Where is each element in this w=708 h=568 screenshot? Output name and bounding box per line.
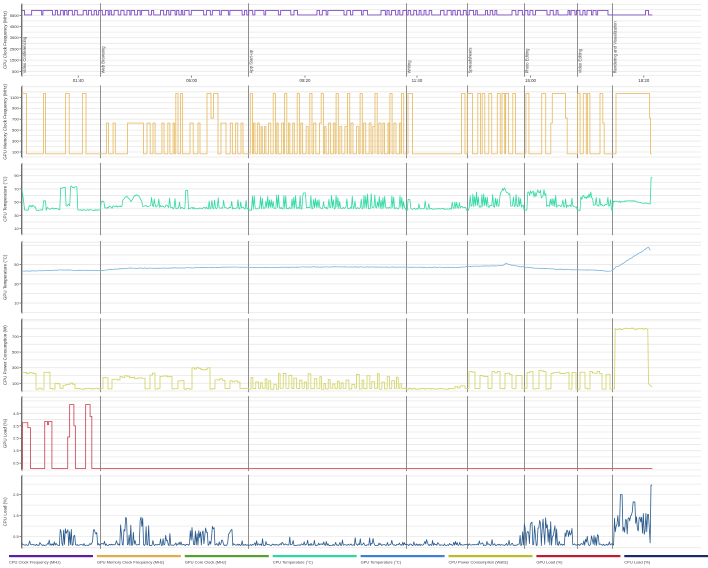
svg-text:CPU Clock Frequency (MHz): CPU Clock Frequency (MHz) [9, 559, 61, 564]
svg-text:GPU Load (%): GPU Load (%) [536, 559, 563, 564]
svg-text:GPU Temperature (°C): GPU Temperature (°C) [3, 254, 8, 300]
svg-text:2.5: 2.5 [13, 436, 19, 441]
svg-text:30: 30 [14, 281, 19, 286]
svg-text:30: 30 [14, 213, 19, 218]
svg-text:11:40: 11:40 [412, 78, 423, 83]
svg-text:GPU Load (%): GPU Load (%) [3, 418, 8, 448]
svg-text:GPU Core Clock (MHz): GPU Core Clock (MHz) [185, 559, 227, 564]
svg-text:CPU Clock Frequency (MHz): CPU Clock Frequency (MHz) [3, 10, 8, 69]
svg-text:GPU Memory Clock Frequency (MH: GPU Memory Clock Frequency (MHz) [3, 83, 8, 159]
svg-text:CPU Temperature (°C): CPU Temperature (°C) [3, 176, 8, 222]
svg-text:4.5: 4.5 [13, 411, 19, 416]
svg-text:Spreadsheets: Spreadsheets [468, 48, 473, 74]
svg-text:Writing: Writing [407, 60, 412, 74]
svg-text:0.5: 0.5 [13, 461, 19, 466]
svg-text:1.5: 1.5 [13, 448, 19, 453]
svg-text:08:20: 08:20 [300, 78, 312, 83]
svg-text:700: 700 [12, 117, 19, 122]
svg-text:0.5: 0.5 [13, 534, 19, 539]
svg-text:18:20: 18:20 [638, 78, 650, 83]
svg-text:500: 500 [12, 69, 19, 74]
svg-text:3500: 3500 [10, 35, 20, 40]
svg-text:Web Browsing: Web Browsing [101, 46, 106, 74]
svg-text:4500: 4500 [10, 24, 20, 29]
svg-text:500: 500 [12, 350, 19, 355]
svg-text:90: 90 [14, 173, 19, 178]
svg-text:50: 50 [14, 200, 19, 205]
svg-text:2500: 2500 [10, 46, 20, 51]
svg-text:1.5: 1.5 [13, 513, 19, 518]
svg-text:CPU Power Consumption (W): CPU Power Consumption (W) [3, 325, 8, 385]
svg-text:70: 70 [14, 186, 19, 191]
svg-text:CPU Load (%): CPU Load (%) [624, 559, 650, 564]
svg-text:Video Editing: Video Editing [578, 48, 583, 73]
svg-text:Photo Editing: Photo Editing [525, 48, 530, 74]
svg-text:700: 700 [12, 334, 19, 339]
svg-text:Rendering and Visualization: Rendering and Visualization [613, 21, 618, 74]
svg-text:900: 900 [12, 106, 19, 111]
svg-text:10: 10 [14, 301, 19, 306]
svg-text:500: 500 [12, 128, 19, 133]
svg-text:15:00: 15:00 [525, 78, 537, 83]
svg-text:1500: 1500 [10, 58, 20, 63]
svg-text:300: 300 [12, 139, 19, 144]
svg-text:100: 100 [12, 381, 19, 386]
svg-text:50: 50 [14, 262, 19, 267]
svg-text:CPU Power Consumption (Watts): CPU Power Consumption (Watts) [449, 559, 509, 564]
svg-text:01:40: 01:40 [73, 78, 85, 83]
svg-text:GPU Memory Clock Frequency (MH: GPU Memory Clock Frequency (MHz) [97, 559, 165, 564]
svg-text:05:00: 05:00 [186, 78, 198, 83]
svg-text:1100: 1100 [10, 95, 19, 100]
svg-text:10: 10 [14, 226, 19, 231]
svg-text:3.5: 3.5 [13, 423, 19, 428]
svg-text:300: 300 [12, 365, 19, 370]
svg-text:Video Conferencing: Video Conferencing [22, 36, 27, 73]
svg-text:App Start-up: App Start-up [249, 49, 254, 73]
svg-text:100: 100 [12, 150, 19, 155]
svg-text:5500: 5500 [10, 13, 20, 18]
svg-text:CPU Load (%): CPU Load (%) [3, 497, 8, 527]
svg-text:2.5: 2.5 [13, 492, 19, 497]
svg-text:CPU Temperature (°C): CPU Temperature (°C) [273, 559, 314, 564]
svg-text:GPU Temperature (°C): GPU Temperature (°C) [361, 559, 402, 564]
